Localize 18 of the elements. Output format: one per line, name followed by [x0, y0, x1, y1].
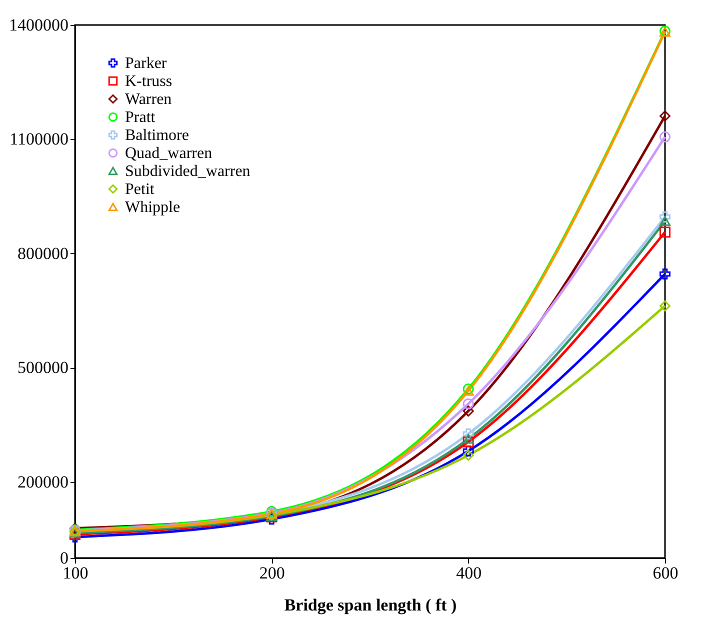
- legend-label: Parker: [125, 55, 168, 72]
- y-tick-label: 200000: [18, 472, 68, 492]
- y-tick-label: 800000: [18, 244, 68, 263]
- x-axis-title: Bridge span length ( ft ): [284, 596, 457, 614]
- legend-label: K-truss: [125, 73, 172, 90]
- y-tick-label: 1100000: [10, 130, 68, 149]
- legend-label: Petit: [125, 181, 155, 198]
- legend-label: Baltimore: [125, 127, 189, 144]
- x-tick-label: 400: [456, 564, 482, 582]
- legend-label: Subdivided_warren: [125, 163, 250, 180]
- legend-label: Quad_warren: [125, 145, 212, 162]
- legend-label: Pratt: [125, 109, 156, 126]
- legend-label: Warren: [125, 91, 172, 108]
- x-tick-label: 200: [259, 564, 285, 582]
- y-tick-label: 1400000: [9, 16, 68, 34]
- legend-label: Whipple: [125, 199, 180, 216]
- x-tick-label: 600: [652, 564, 678, 582]
- y-tick-label: 500000: [18, 358, 68, 378]
